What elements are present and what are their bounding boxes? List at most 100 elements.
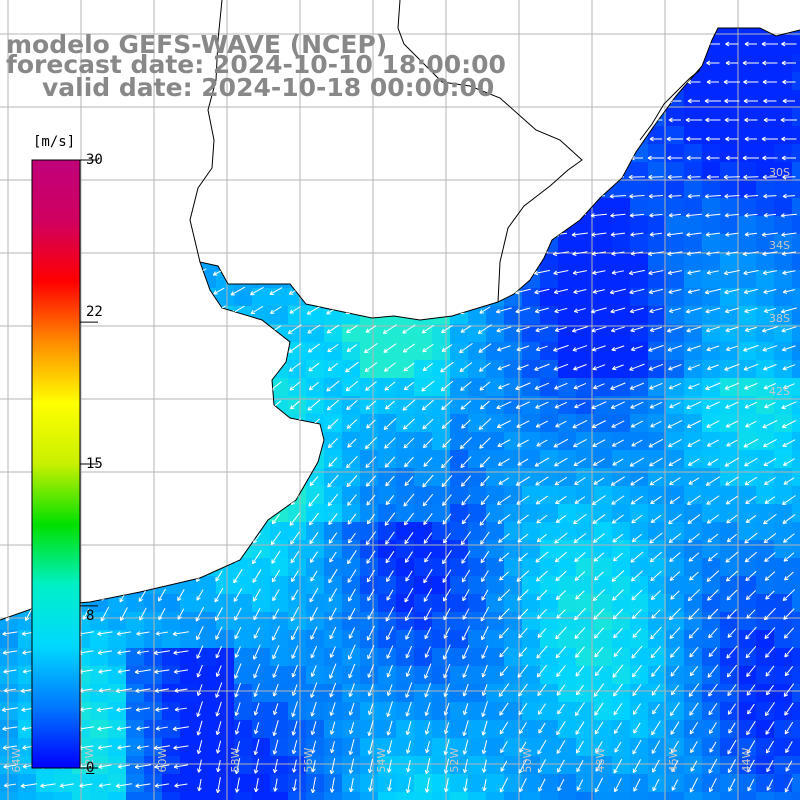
wind-arrow: [79, 437, 93, 450]
wind-arrow: [252, 513, 262, 525]
wind-arrow: [669, 477, 681, 485]
wind-arrow: [689, 646, 699, 658]
wind-arrow: [784, 702, 794, 716]
wind-arrow: [554, 551, 568, 563]
wind-arrow: [534, 98, 550, 104]
wind-arrow: [310, 626, 318, 640]
wind-arrow: [668, 117, 681, 123]
wind-arrow: [154, 118, 169, 124]
colorbar: [31, 159, 98, 769]
wind-arrow: [215, 645, 223, 659]
wind-arrow: [612, 533, 624, 543]
wind-arrow: [99, 512, 111, 526]
wind-arrow: [724, 117, 739, 123]
wind-arrow: [764, 402, 776, 409]
wind-arrow: [517, 458, 529, 466]
wind-arrow: [459, 212, 473, 219]
wind-arrow: [650, 645, 662, 659]
wind-arrow: [686, 136, 702, 142]
wind-arrow: [5, 400, 15, 410]
wind-arrow: [651, 609, 661, 619]
wind-arrow: [440, 155, 453, 162]
wind-arrow: [310, 570, 318, 582]
wind-arrow: [310, 740, 317, 754]
wind-arrow: [308, 493, 320, 507]
wind-arrow: [744, 457, 758, 467]
wind-arrow: [648, 288, 663, 295]
colorbar-tick-8: 8: [86, 608, 95, 624]
wind-arrow: [233, 532, 243, 544]
wind-arrow: [386, 570, 394, 582]
wind-arrow: [253, 758, 260, 774]
wind-arrow: [174, 193, 188, 200]
wind-arrow: [614, 741, 622, 753]
wind-arrow: [100, 550, 110, 564]
wind-arrow: [746, 665, 756, 677]
wind-arrow: [594, 665, 604, 677]
wind-arrow: [647, 155, 664, 161]
wind-arrow: [648, 98, 663, 104]
wind-arrow: [557, 759, 565, 773]
wind-arrow: [441, 325, 453, 334]
wind-arrow: [309, 551, 319, 563]
wind-arrow: [707, 589, 719, 601]
wind-arrow: [346, 475, 358, 488]
wind-arrow: [288, 118, 301, 123]
wind-arrow: [461, 513, 471, 525]
wind-arrow: [497, 514, 511, 524]
wind-arrow: [25, 570, 33, 582]
lon-label: 58W: [229, 747, 242, 772]
wind-arrow: [273, 778, 278, 792]
wind-arrow: [726, 608, 737, 620]
wind-arrow: [534, 288, 550, 295]
wind-arrow: [405, 570, 413, 582]
wind-arrow: [119, 607, 128, 622]
wind-arrow: [120, 570, 128, 582]
wind-arrow: [631, 645, 643, 659]
wind-arrow: [498, 683, 510, 697]
wind-arrow: [594, 777, 604, 793]
wind-arrow: [272, 664, 280, 678]
wind-arrow: [668, 458, 682, 467]
wind-arrow: [405, 721, 412, 736]
wind-arrow: [649, 136, 662, 142]
wind-arrow: [686, 155, 701, 161]
wind-arrow: [328, 532, 338, 544]
wind-arrow: [592, 174, 606, 180]
wind-arrow: [272, 644, 280, 660]
wind-arrow: [211, 211, 227, 219]
lon-label: 56W: [302, 747, 315, 772]
wind-arrow: [443, 532, 451, 544]
wind-arrow: [763, 458, 777, 467]
wind-arrow: [762, 438, 777, 448]
wind-arrow: [687, 439, 701, 447]
wind-arrow: [404, 476, 414, 486]
wind-arrow: [98, 287, 111, 295]
wind-arrow: [156, 475, 168, 488]
wind-arrow: [291, 720, 298, 736]
wind-arrow: [554, 382, 568, 390]
wind-arrow: [230, 211, 246, 219]
wind-arrow: [442, 494, 452, 506]
wind-arrow: [746, 740, 756, 754]
wind-arrow: [195, 531, 205, 545]
wind-arrow: [554, 307, 568, 314]
wind-arrow: [630, 551, 644, 563]
wind-arrow: [386, 645, 394, 659]
wind-arrow: [726, 645, 738, 659]
wind-arrow: [763, 513, 777, 525]
wind-arrow: [98, 783, 112, 788]
wind-arrow: [385, 400, 395, 410]
wind-arrow: [1, 136, 18, 143]
wind-arrow: [516, 495, 530, 505]
wind-arrow: [365, 231, 377, 238]
wind-arrow: [306, 305, 322, 315]
wind-arrow: [573, 458, 587, 467]
wind-arrow: [576, 760, 584, 773]
wind-arrow: [80, 531, 92, 545]
wind-arrow: [155, 230, 169, 238]
wind-arrow: [574, 627, 586, 640]
wind-arrow: [573, 289, 587, 295]
wind-arrow: [462, 720, 469, 737]
wind-arrow: [4, 381, 16, 391]
